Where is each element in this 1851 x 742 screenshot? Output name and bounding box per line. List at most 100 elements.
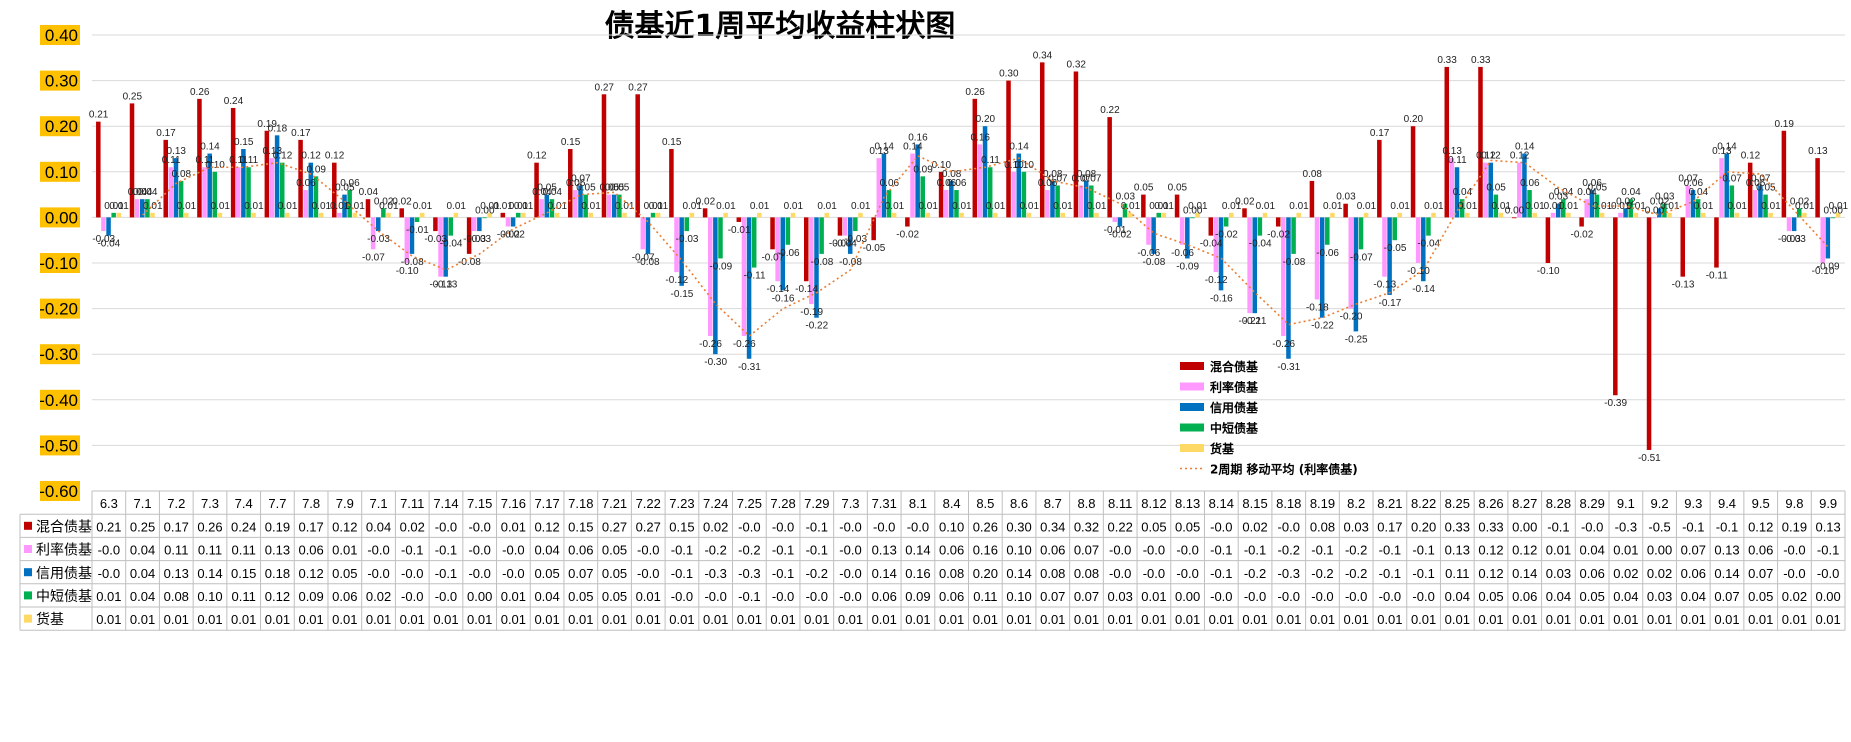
data-label: 0.01: [1544, 201, 1564, 212]
table-cell: -0.0: [502, 543, 524, 558]
data-label: 0.06: [1684, 178, 1704, 189]
data-label: 0.06: [340, 178, 360, 189]
table-cell: 0.04: [130, 543, 155, 558]
table-cell: 0.01: [1242, 612, 1267, 627]
table-cell: 0.02: [1613, 566, 1638, 581]
data-label: -0.13: [435, 280, 458, 291]
bar: [915, 144, 920, 218]
data-label: 0.11: [239, 155, 258, 166]
category-label: 8.13: [1175, 496, 1200, 511]
bar: [1060, 212, 1065, 218]
category-label: 7.29: [804, 496, 829, 511]
bar: [949, 180, 954, 218]
data-label: 0.14: [1009, 142, 1029, 153]
data-label: 0.08: [1302, 169, 1322, 180]
bar: [837, 217, 843, 236]
table-cell: 0.01: [636, 612, 661, 627]
category-label: 7.1: [370, 496, 388, 511]
data-label: -0.17: [1378, 298, 1401, 309]
table-cell: 0.01: [1748, 612, 1773, 627]
bar: [588, 212, 594, 218]
data-label: -0.13: [429, 280, 452, 291]
bar: [881, 153, 887, 218]
data-label: 0.01: [1424, 201, 1444, 212]
y-tick-highlight: [40, 253, 80, 273]
table-cell: 0.20: [1411, 519, 1436, 534]
table-cell: 0.07: [568, 566, 593, 581]
table-row-swatch: [24, 521, 32, 530]
table-cell: 0.01: [602, 612, 627, 627]
table-cell: 0.12: [1512, 543, 1537, 558]
table-cell: -0.1: [1379, 566, 1401, 581]
bar: [1667, 212, 1672, 218]
table-cell: 0.14: [1714, 566, 1739, 581]
table-cell: -0.0: [1109, 566, 1131, 581]
table-cell: -0.0: [1109, 543, 1131, 558]
table-cell: -0.2: [1345, 543, 1367, 558]
y-tick-highlight: [40, 435, 80, 456]
table-cell: -0.1: [1412, 543, 1434, 558]
data-label: -0.13: [1672, 280, 1695, 291]
data-label: 0.04: [1689, 187, 1709, 198]
table-cell: 0.01: [1714, 612, 1739, 627]
y-tick-label: -0.10: [39, 254, 78, 273]
bar: [622, 212, 627, 218]
table-cell: -0.3: [1278, 566, 1300, 581]
bar: [1421, 217, 1426, 282]
table-cell: 0.10: [939, 519, 964, 534]
table-cell: 0.01: [1546, 543, 1571, 558]
bar: [1465, 212, 1470, 218]
table-row-swatch: [24, 591, 32, 600]
y-tick-label: -0.60: [39, 482, 78, 501]
data-label: 0.07: [1072, 173, 1092, 184]
table-cell: 0.01: [1344, 612, 1369, 627]
table-cell: 0.00: [467, 589, 492, 604]
data-label: 0.08: [1077, 169, 1097, 180]
data-label: 0.01: [143, 201, 163, 212]
table-cell: 0.06: [298, 543, 323, 558]
table-cell: 0.01: [838, 612, 863, 627]
data-label: 0.05: [1486, 183, 1506, 194]
bar: [352, 212, 358, 218]
table-cell: 0.06: [1748, 543, 1773, 558]
bar: [1073, 71, 1079, 218]
bar: [1387, 217, 1392, 295]
data-label: -0.05: [863, 243, 886, 254]
bar: [1815, 158, 1820, 218]
bar: [1695, 199, 1701, 218]
table-cell: 0.08: [1310, 519, 1335, 534]
bar: [573, 190, 578, 218]
data-label: 0.24: [224, 96, 244, 107]
data-label: -0.13: [1373, 280, 1396, 291]
data-label: 0.18: [268, 123, 288, 134]
data-label: 0.07: [1048, 173, 1068, 184]
data-label: 0.01: [817, 201, 837, 212]
data-label: 0.06: [1746, 178, 1766, 189]
data-label: 0.02: [1616, 196, 1636, 207]
bar: [853, 217, 858, 232]
data-label: 0.01: [1458, 201, 1478, 212]
table-cell: -0.1: [1817, 543, 1839, 558]
data-label: 0.04: [1621, 187, 1641, 198]
bar: [987, 167, 993, 218]
table-cell: -0.1: [671, 543, 693, 558]
data-label: -0.31: [1277, 362, 1300, 373]
table-cell: -0.1: [1210, 566, 1232, 581]
legend-swatch: [1180, 423, 1204, 432]
table-cell: 0.02: [1242, 519, 1267, 534]
table-cell: 0.10: [1006, 543, 1031, 558]
data-label: 0.06: [566, 178, 586, 189]
data-label: 0.01: [104, 201, 124, 212]
data-label: -0.08: [1282, 257, 1305, 268]
bar: [1825, 217, 1831, 259]
data-label: -0.30: [704, 357, 727, 368]
data-label: 0.01: [1611, 201, 1631, 212]
table-cell: -0.1: [401, 543, 423, 558]
table-cell: 0.01: [501, 612, 526, 627]
bar: [217, 212, 223, 218]
data-label: 0.12: [301, 151, 321, 162]
category-label: 8.1: [909, 496, 927, 511]
table-cell: 0.16: [905, 566, 930, 581]
category-label: 7.3: [201, 496, 219, 511]
table-cell: 0.01: [534, 612, 559, 627]
